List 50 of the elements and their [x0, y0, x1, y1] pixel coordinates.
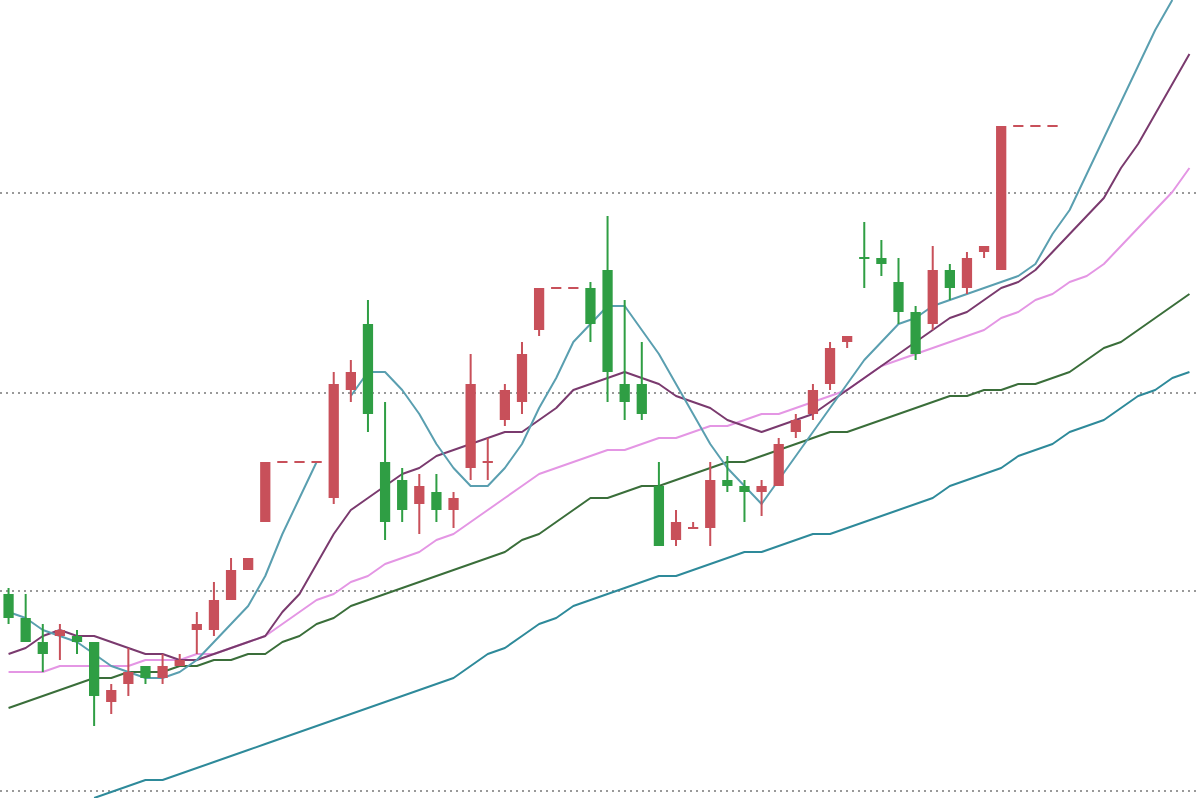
candlestick	[533, 288, 545, 337]
candlestick	[636, 341, 647, 421]
candlestick	[71, 629, 83, 655]
candlestick	[773, 437, 784, 486]
candlestick	[379, 401, 391, 541]
candlestick	[54, 623, 66, 661]
candlestick	[705, 461, 716, 547]
candlestick	[328, 371, 339, 505]
candlestick	[88, 642, 100, 727]
candlestick	[842, 336, 853, 349]
candlestick	[174, 653, 185, 666]
candlestick	[362, 299, 374, 433]
candlestick	[670, 509, 682, 547]
candlestick	[345, 359, 356, 403]
candlestick	[516, 341, 528, 415]
candlestick	[481, 437, 494, 481]
candlestick	[191, 611, 202, 655]
candlestick	[123, 647, 134, 697]
candlestick	[927, 245, 938, 331]
candlestick	[465, 353, 476, 481]
candlestick	[739, 479, 750, 523]
candlestick	[448, 491, 459, 529]
candlestick	[807, 383, 819, 421]
candlestick	[157, 653, 168, 685]
candlestick	[722, 455, 733, 493]
candlestick	[619, 299, 630, 421]
candlestick	[790, 413, 801, 439]
candlestick	[602, 215, 613, 403]
candlestick	[756, 479, 767, 517]
candlestick	[653, 461, 665, 546]
candlestick	[585, 281, 596, 343]
candlestick	[37, 623, 48, 673]
candlestick	[397, 467, 408, 523]
candlestick	[499, 383, 511, 427]
candlestick	[893, 257, 904, 325]
candlestick	[20, 593, 31, 642]
candlestick	[208, 581, 220, 637]
candlestick	[944, 263, 955, 301]
candlestick	[910, 305, 921, 361]
candlestick	[414, 473, 425, 535]
candlestick	[961, 251, 973, 295]
candlestick	[431, 473, 442, 523]
candlestick	[106, 683, 117, 715]
candlestick	[876, 239, 887, 277]
candlestick	[858, 221, 871, 289]
candlestick	[3, 587, 14, 625]
candlestick	[824, 341, 836, 391]
candlestick	[140, 666, 151, 685]
candlestick	[978, 246, 990, 259]
candlestick	[225, 557, 237, 600]
